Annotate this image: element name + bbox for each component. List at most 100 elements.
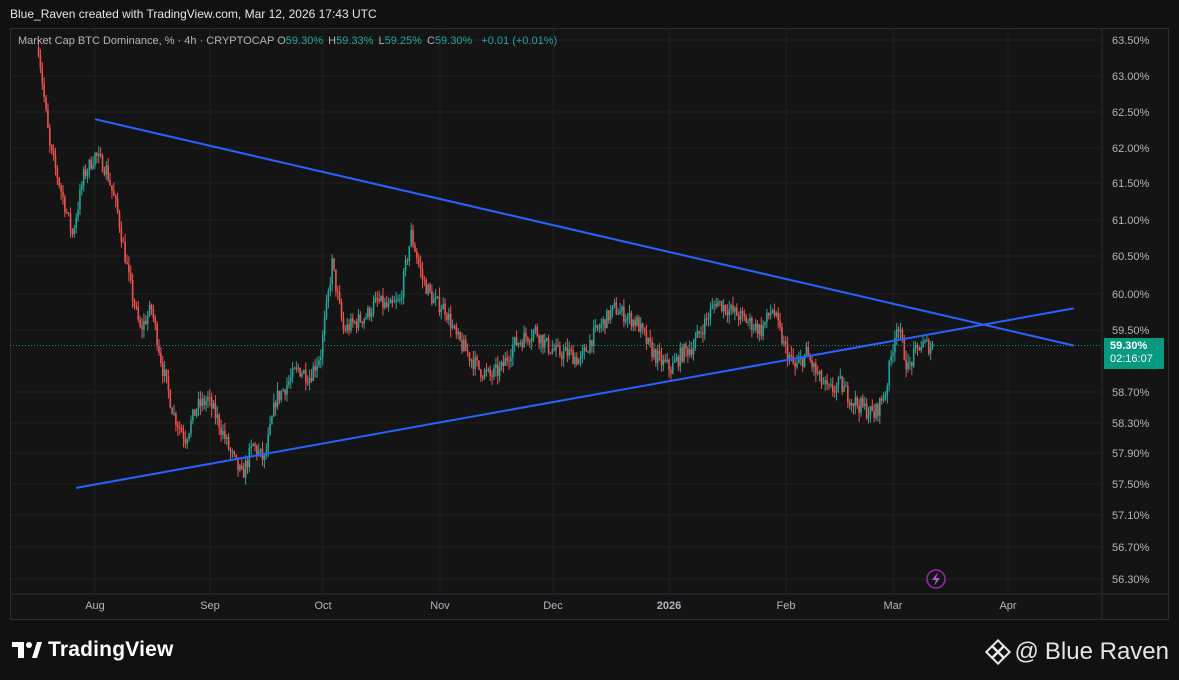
y-axis[interactable]: 63.50% 63.00% 62.50% 62.00% 61.50% 61.00% 60.5… xyxy=(1112,35,1150,586)
candle-body xyxy=(410,229,412,247)
candle-body xyxy=(854,397,857,406)
candle-body xyxy=(643,328,646,332)
candle-body xyxy=(815,363,817,374)
candle-body xyxy=(830,384,832,386)
candle-body xyxy=(472,359,475,370)
candle-body xyxy=(758,324,761,334)
candle-body xyxy=(837,377,840,386)
tradingview-logo[interactable]: TradingView xyxy=(12,638,174,662)
candle-body xyxy=(340,302,343,319)
candle-body xyxy=(141,326,143,330)
candle-body xyxy=(754,323,757,329)
candle-body xyxy=(335,269,337,292)
candle-body xyxy=(476,356,478,361)
candle-body xyxy=(133,300,136,307)
candle-body xyxy=(767,312,770,316)
candle-body xyxy=(412,229,414,245)
candle-body xyxy=(47,109,49,128)
candle-body xyxy=(297,367,300,369)
candle-body xyxy=(899,330,902,332)
candle-body xyxy=(416,251,418,259)
candle-body xyxy=(288,381,290,385)
candle-body xyxy=(333,258,335,270)
candle-body xyxy=(406,260,409,262)
candle-body xyxy=(641,323,644,329)
candle-body xyxy=(865,403,868,419)
candle-body xyxy=(626,316,629,320)
candle-body xyxy=(325,300,328,318)
lightning-icon[interactable] xyxy=(926,569,946,589)
trendline-1[interactable] xyxy=(94,118,1074,347)
candle-body xyxy=(551,349,554,354)
candle-body xyxy=(71,229,74,235)
candle-body xyxy=(882,399,885,401)
candle-body xyxy=(634,319,636,326)
candle-body xyxy=(655,349,657,363)
candle-body xyxy=(250,445,253,448)
candle-body xyxy=(671,362,674,374)
candle-body xyxy=(583,347,586,352)
candle-body xyxy=(907,362,909,370)
trendlines[interactable] xyxy=(76,118,1074,489)
candle-body xyxy=(440,309,443,313)
candle-body xyxy=(690,349,693,355)
candle-body xyxy=(572,349,574,365)
candle-body xyxy=(598,328,601,330)
y-tick-label: 57.10% xyxy=(1112,510,1150,522)
candle-body xyxy=(728,308,731,316)
candle-body xyxy=(863,403,866,407)
x-axis[interactable]: Aug Sep Oct Nov Dec 2026 Feb Mar Apr xyxy=(85,600,1017,612)
candle-body xyxy=(372,301,375,314)
candle-body xyxy=(350,318,352,331)
candle-body xyxy=(911,362,913,367)
candle-body xyxy=(291,368,294,378)
candle-body xyxy=(506,357,508,361)
candle-body xyxy=(54,155,57,168)
candle-body xyxy=(417,258,420,264)
trendline-2[interactable] xyxy=(76,307,1074,489)
candle-body xyxy=(517,343,520,346)
legend-close: 59.30% xyxy=(434,35,473,47)
legend-low: 59.25% xyxy=(384,35,422,47)
candle-body xyxy=(611,305,614,311)
candle-body xyxy=(43,83,45,97)
candle-body xyxy=(828,384,830,386)
candle-body xyxy=(338,292,341,303)
candle-body xyxy=(376,297,379,300)
candle-body xyxy=(97,153,100,156)
candle-body xyxy=(764,321,766,325)
candle-body xyxy=(600,323,603,329)
candle-body xyxy=(500,362,503,367)
candle-body xyxy=(81,185,83,190)
candle-body xyxy=(374,297,377,302)
candle-body xyxy=(77,209,79,218)
candle-body xyxy=(816,373,819,375)
candle-body xyxy=(760,324,763,337)
candle-body xyxy=(52,150,55,156)
candle-body xyxy=(197,398,200,409)
candle-body xyxy=(184,438,187,444)
candle-body xyxy=(724,304,727,312)
candle-body xyxy=(286,384,288,395)
candle-body xyxy=(498,366,501,376)
y-tick-label: 57.50% xyxy=(1112,479,1150,491)
candle-body xyxy=(295,367,298,369)
chart-frame[interactable] xyxy=(10,28,1169,620)
candle-body xyxy=(242,468,245,478)
y-tick-label: 60.50% xyxy=(1112,251,1150,263)
candle-body xyxy=(352,318,354,323)
candle-body xyxy=(384,302,386,308)
candle-body xyxy=(559,345,561,356)
candle-body xyxy=(647,337,650,344)
candle-body xyxy=(399,299,401,301)
candle-body xyxy=(841,376,843,392)
candle-body xyxy=(442,303,444,310)
legend-l-label: L xyxy=(378,35,385,47)
candle-body xyxy=(56,167,59,178)
candle-body xyxy=(869,406,872,416)
candle-body xyxy=(336,291,339,293)
candle-body xyxy=(241,465,243,469)
candle-body xyxy=(267,434,269,451)
candle-body xyxy=(367,307,369,318)
